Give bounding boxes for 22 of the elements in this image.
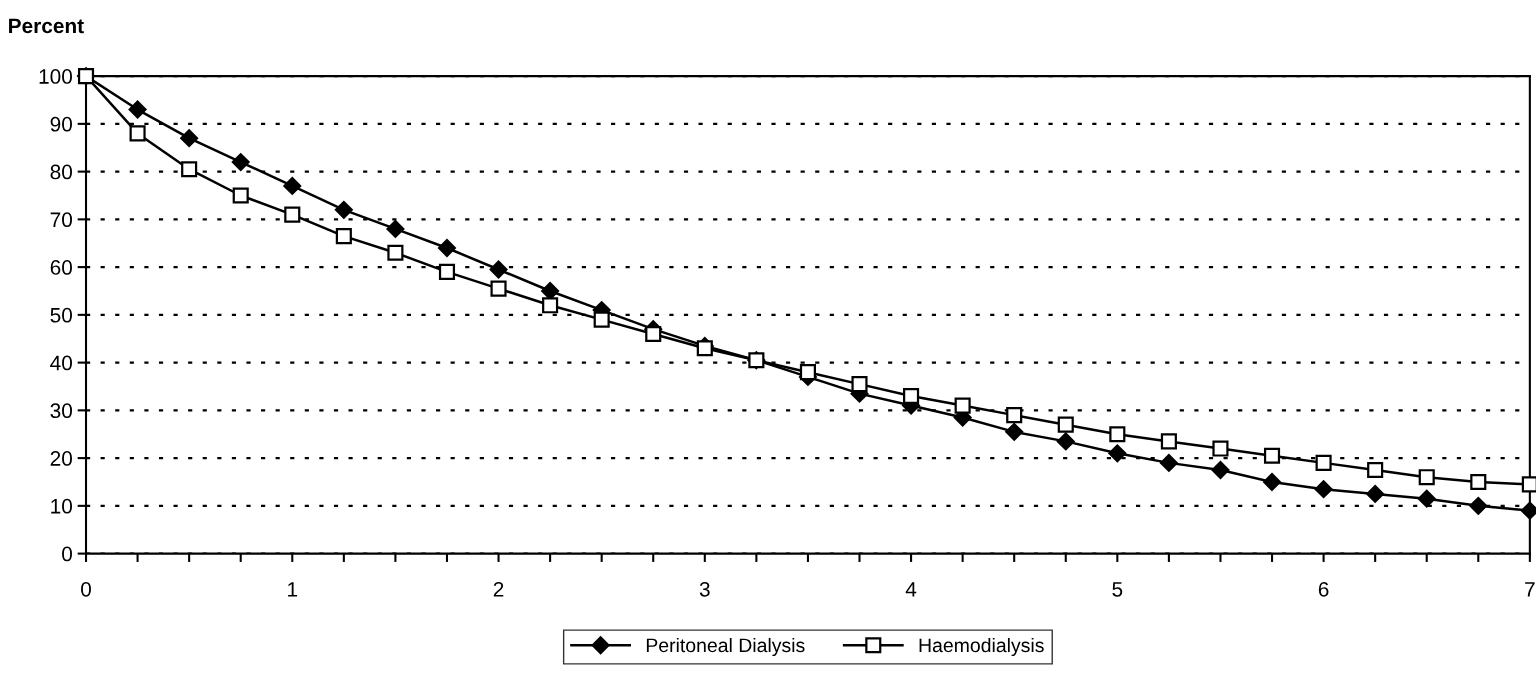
x-tick-label: 5 xyxy=(1112,582,1123,597)
y-tick-label: 100 xyxy=(39,69,73,84)
x-tick-label: 0 xyxy=(81,581,91,597)
y-tick-label: 80 xyxy=(50,164,73,180)
y-axis-title: Percent xyxy=(9,18,84,34)
x-tick-label: 1 xyxy=(288,582,298,597)
y-tick-label: 90 xyxy=(50,116,73,132)
y-tick-label: 50 xyxy=(50,307,73,323)
y-tick-label: 40 xyxy=(50,355,73,371)
x-tick-label: 3 xyxy=(699,581,710,597)
legend-label: Haemodialysis xyxy=(919,637,1044,657)
y-tick-label: 60 xyxy=(50,260,73,275)
legend-label: Peritoneal Dialysis xyxy=(646,637,805,657)
x-tick-label: 4 xyxy=(905,582,917,597)
x-tick-label: 2 xyxy=(493,581,504,597)
y-tick-label: 20 xyxy=(50,451,73,466)
y-tick-label: 10 xyxy=(51,498,73,514)
y-tick-label: 70 xyxy=(50,212,73,228)
x-tick-label: 6 xyxy=(1318,581,1329,597)
y-tick-label: 30 xyxy=(50,403,73,419)
y-tick-label: 0 xyxy=(62,546,73,562)
x-tick-label: 7 xyxy=(1525,582,1535,597)
